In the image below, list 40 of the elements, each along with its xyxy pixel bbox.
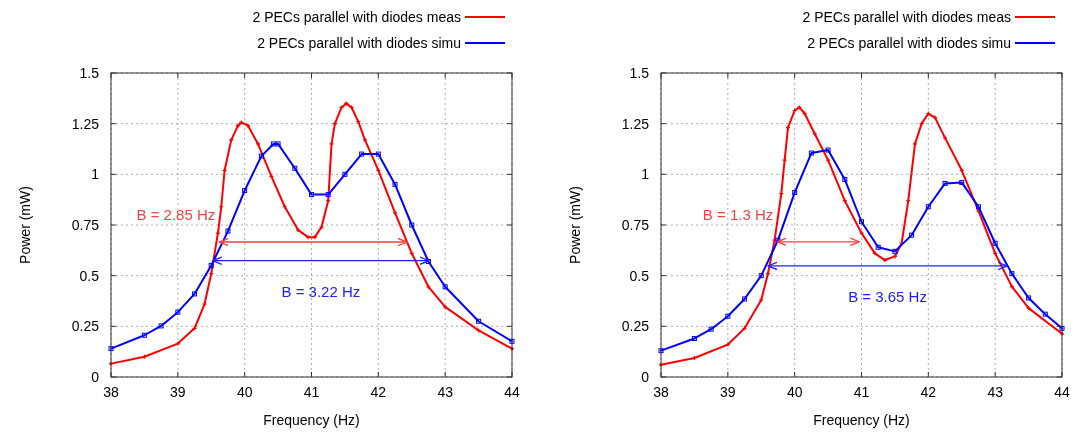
y-tick-label: 1 xyxy=(641,166,650,183)
annotation: B = 3.65 Hz xyxy=(848,287,927,305)
x-tick-label: 42 xyxy=(370,384,387,400)
y-tick-label: 1.5 xyxy=(79,65,100,81)
y-tick-label: 0.75 xyxy=(621,217,650,233)
legend-label: 2 PECs parallel with diodes meas xyxy=(802,9,1011,25)
y-tick-label: 0.5 xyxy=(79,267,100,284)
y-tick-label: 1.25 xyxy=(621,115,650,132)
x-tick-label: 44 xyxy=(1054,384,1070,400)
y-tick-label: 1.5 xyxy=(629,65,650,81)
legend-label: 2 PECs parallel with diodes meas xyxy=(252,9,461,25)
x-tick-label: 39 xyxy=(170,384,186,400)
annotation: B = 3.22 Hz xyxy=(281,282,361,300)
x-tick-label: 41 xyxy=(303,384,320,400)
x-tick-label: 40 xyxy=(786,384,803,400)
y-tick-label: 0 xyxy=(91,369,100,385)
x-tick-label: 43 xyxy=(437,384,454,400)
y-tick-label: 0.75 xyxy=(71,217,100,233)
y-tick-label: 1.25 xyxy=(71,115,100,132)
x-axis-title: Frequency (Hz) xyxy=(813,412,910,428)
x-tick-label: 43 xyxy=(987,384,1004,400)
y-axis-title: Power (mW) xyxy=(567,186,583,264)
x-tick-label: 39 xyxy=(720,384,736,400)
y-tick-label: 0.5 xyxy=(629,267,650,284)
annotation: B = 1.3 Hz xyxy=(702,205,774,223)
x-axis-title: Frequency (Hz) xyxy=(263,412,360,428)
x-tick-label: 38 xyxy=(103,384,119,400)
y-tick-label: 0.25 xyxy=(71,318,100,335)
x-tick-label: 42 xyxy=(920,384,937,400)
x-tick-label: 38 xyxy=(653,384,669,400)
legend-label: 2 PECs parallel with diodes simu xyxy=(807,35,1011,51)
x-tick-label: 41 xyxy=(853,384,870,400)
y-tick-label: 1 xyxy=(91,166,100,183)
x-tick-label: 40 xyxy=(236,384,253,400)
annotation: B = 2.85 Hz xyxy=(136,206,216,224)
x-tick-label: 44 xyxy=(504,384,520,400)
y-tick-label: 0 xyxy=(641,369,650,385)
y-axis-title: Power (mW) xyxy=(17,186,33,264)
legend-label: 2 PECs parallel with diodes simu xyxy=(257,35,461,51)
y-tick-label: 0.25 xyxy=(621,318,650,335)
